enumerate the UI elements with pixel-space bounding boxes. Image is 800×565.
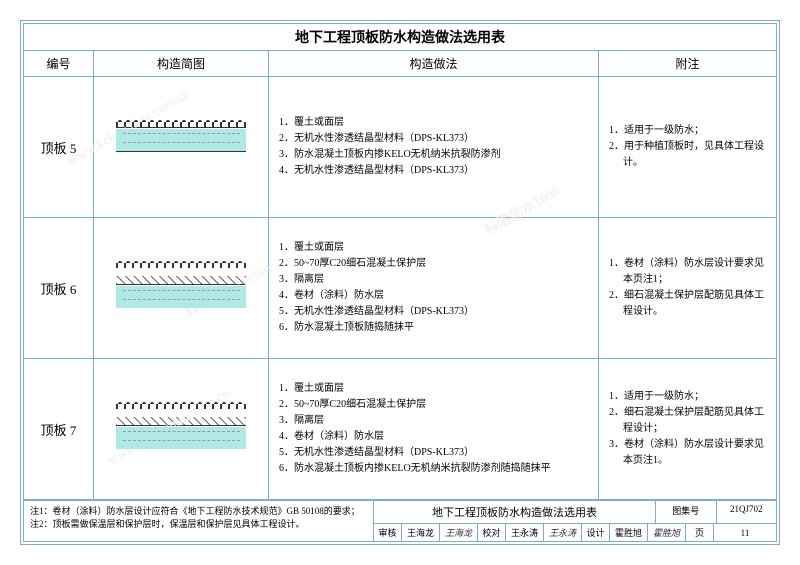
row-method: 1．覆土或面层2．50~70厚C20细石混凝土保护层3．隔离层4．卷材（涂料）防… — [269, 359, 599, 499]
page-number: 11 — [714, 524, 776, 541]
footer-title: 地下工程顶板防水构造做法选用表 — [374, 501, 656, 523]
footer-notes: 注1：卷材（涂料）防水层设计应符合《地下工程防水技术规范》GB 50108的要求… — [24, 501, 374, 541]
row-diagram — [94, 359, 269, 499]
selection-table: 编号 构造简图 构造做法 附注 顶板 5 1．覆土或面层2．无机水性渗透结晶型材… — [24, 51, 776, 500]
row-method: 1．覆土或面层2．50~70厚C20细石混凝土保护层3．隔离层4．卷材（涂料）防… — [269, 218, 599, 358]
table-row: 顶板 6 1．覆土或面层2．50~70厚C20细石混凝土保护层3．隔离层4．卷材… — [24, 218, 776, 359]
table-row: 顶板 7 1．覆土或面层2．50~70厚C20细石混凝土保护层3．隔离层4．卷材… — [24, 359, 776, 500]
header-id: 编号 — [24, 51, 94, 76]
row-diagram — [94, 77, 269, 217]
code-label: 图集号 — [656, 501, 717, 523]
code-value: 21QJ702 — [717, 501, 777, 523]
header-method: 构造做法 — [269, 51, 599, 76]
row-method: 1．覆土或面层2．无机水性渗透结晶型材料（DPS-KL373）3．防水混凝土顶板… — [269, 77, 599, 217]
main-title: 地下工程顶板防水构造做法选用表 — [24, 24, 776, 51]
signature-row: 审核王海龙王海龙 校对王永涛王永涛 设计霍胜旭霍胜旭 页 11 — [374, 524, 776, 541]
table-header: 编号 构造简图 构造做法 附注 — [24, 51, 776, 77]
table-row: 顶板 5 1．覆土或面层2．无机水性渗透结晶型材料（DPS-KL373）3．防水… — [24, 77, 776, 218]
header-diagram: 构造简图 — [94, 51, 269, 76]
header-note: 附注 — [599, 51, 776, 76]
row-note: 1．卷材（涂料）防水层设计要求见本页注1；2．细石混凝土保护层配筋见具体工程设计… — [599, 218, 776, 358]
row-id: 顶板 6 — [24, 218, 94, 358]
row-note: 1．适用于一级防水；2．用于种植顶板时，见具体工程设计。 — [599, 77, 776, 217]
row-id: 顶板 7 — [24, 359, 94, 499]
footer: 注1：卷材（涂料）防水层设计应符合《地下工程防水技术规范》GB 50108的要求… — [24, 500, 776, 541]
page-label: 页 — [686, 524, 714, 541]
row-diagram — [94, 218, 269, 358]
row-id: 顶板 5 — [24, 77, 94, 217]
row-note: 1．适用于一级防水；2．细石混凝土保护层配筋见具体工程设计；3．卷材（涂料）防水… — [599, 359, 776, 499]
